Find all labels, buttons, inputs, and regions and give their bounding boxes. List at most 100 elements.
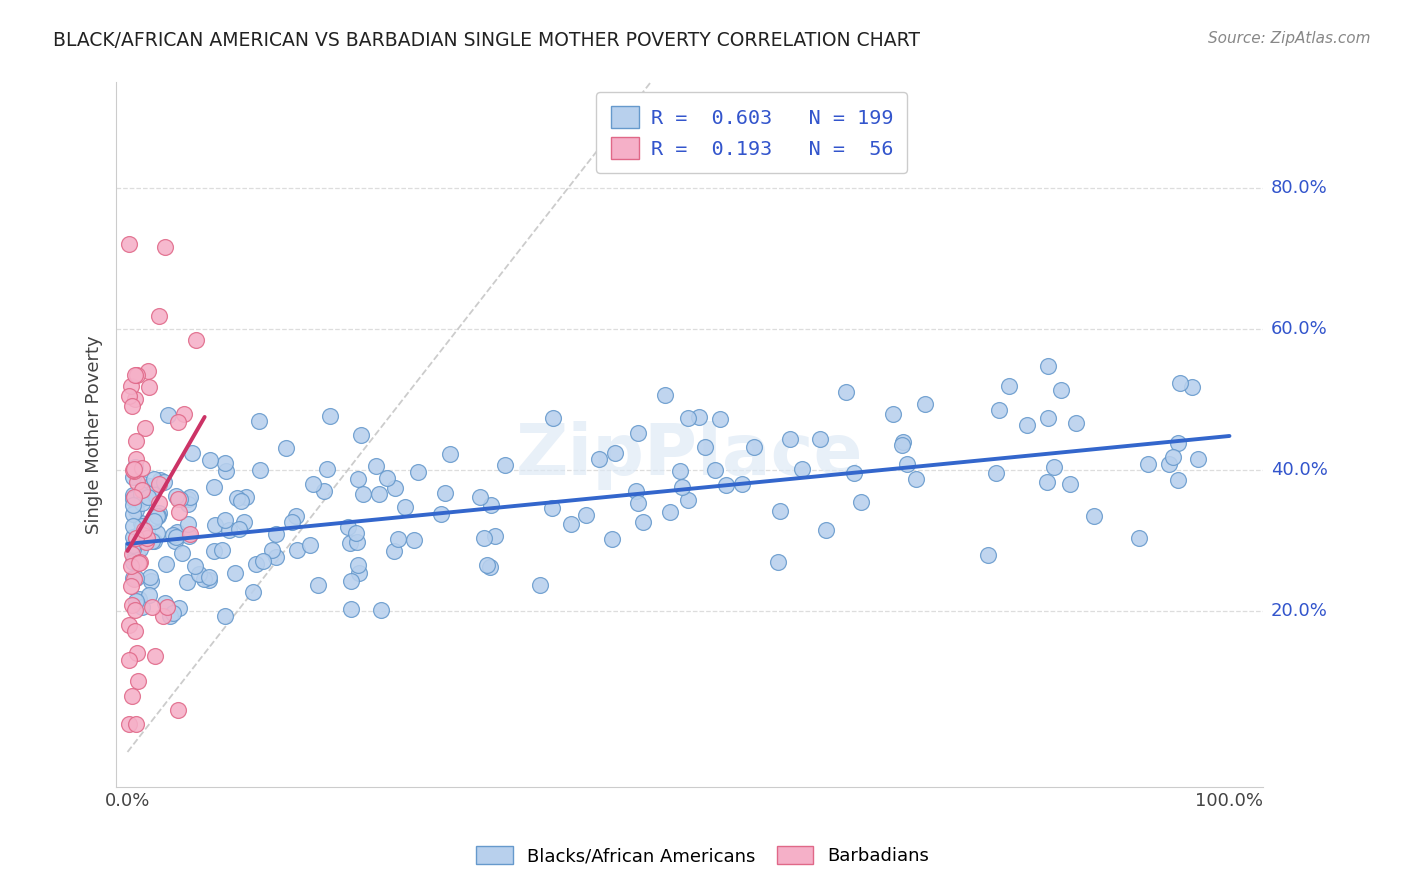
Point [156,408,179,422]
Point [143,472,166,486]
Point [125,475,148,489]
Point [688,410,710,425]
Point [235,490,257,504]
Point [141,533,163,548]
Point [285,508,308,523]
Point [529,578,551,592]
Point [233,515,256,529]
Point [120,559,142,574]
Text: 40.0%: 40.0% [1271,461,1327,479]
Point [129,492,152,507]
Point [124,460,146,475]
Point [165,533,187,548]
Point [669,464,692,478]
Point [1128,531,1150,545]
Point [127,528,149,542]
Text: 80.0%: 80.0% [1271,178,1327,197]
Point [131,461,153,475]
Point [790,461,813,475]
Point [842,466,865,480]
Point [1064,416,1087,430]
Point [252,554,274,568]
Point [162,607,184,621]
Point [347,566,370,580]
Point [128,591,150,606]
Point [125,646,148,660]
Point [1050,383,1073,397]
Point [124,594,146,608]
Point [1163,450,1185,465]
Point [339,602,361,616]
Point [382,544,405,558]
Point [231,494,253,508]
Point [165,489,187,503]
Point [602,532,624,546]
Point [122,490,145,504]
Point [121,547,143,561]
Point [1167,436,1189,450]
Point [141,599,163,614]
Point [177,516,200,531]
Point [148,495,170,509]
Point [139,570,162,584]
Point [285,542,308,557]
Point [193,572,215,586]
Point [368,487,391,501]
Point [478,560,501,574]
Point [142,514,165,528]
Point [484,529,506,543]
Point [167,703,190,717]
Point [340,574,363,589]
Point [627,496,650,510]
Point [184,334,207,348]
Point [122,535,145,549]
Point [891,435,914,450]
Point [131,528,153,542]
Point [153,240,176,254]
Point [135,534,157,549]
Point [124,552,146,566]
Point [247,415,270,429]
Point [122,508,145,522]
Point [768,555,790,569]
Point [1042,460,1064,475]
Text: 20.0%: 20.0% [1271,602,1327,620]
Point [1059,476,1081,491]
Point [122,571,145,585]
Point [121,598,143,612]
Legend: R =  0.603   N = 199, R =  0.193   N =  56: R = 0.603 N = 199, R = 0.193 N = 56 [596,92,907,173]
Point [136,364,159,378]
Point [1036,411,1059,425]
Point [124,531,146,545]
Point [128,556,150,570]
Point [167,505,190,519]
Point [125,716,148,731]
Point [188,566,211,581]
Point [125,451,148,466]
Point [214,513,236,527]
Point [124,603,146,617]
Text: Source: ZipAtlas.com: Source: ZipAtlas.com [1208,31,1371,46]
Point [904,472,927,486]
Point [125,434,148,449]
Point [276,441,298,455]
Point [183,559,205,574]
Point [138,588,160,602]
Point [605,445,627,459]
Point [127,674,149,689]
Point [128,541,150,556]
Point [198,452,221,467]
Point [1015,418,1038,433]
Point [131,519,153,533]
Point [433,485,456,500]
Point [177,492,200,507]
Point [633,515,655,529]
Point [1157,457,1180,471]
Point [387,532,409,546]
Point [560,517,582,532]
Point [156,600,179,615]
Point [120,579,142,593]
Point [228,522,250,536]
Point [177,497,200,511]
Point [122,519,145,533]
